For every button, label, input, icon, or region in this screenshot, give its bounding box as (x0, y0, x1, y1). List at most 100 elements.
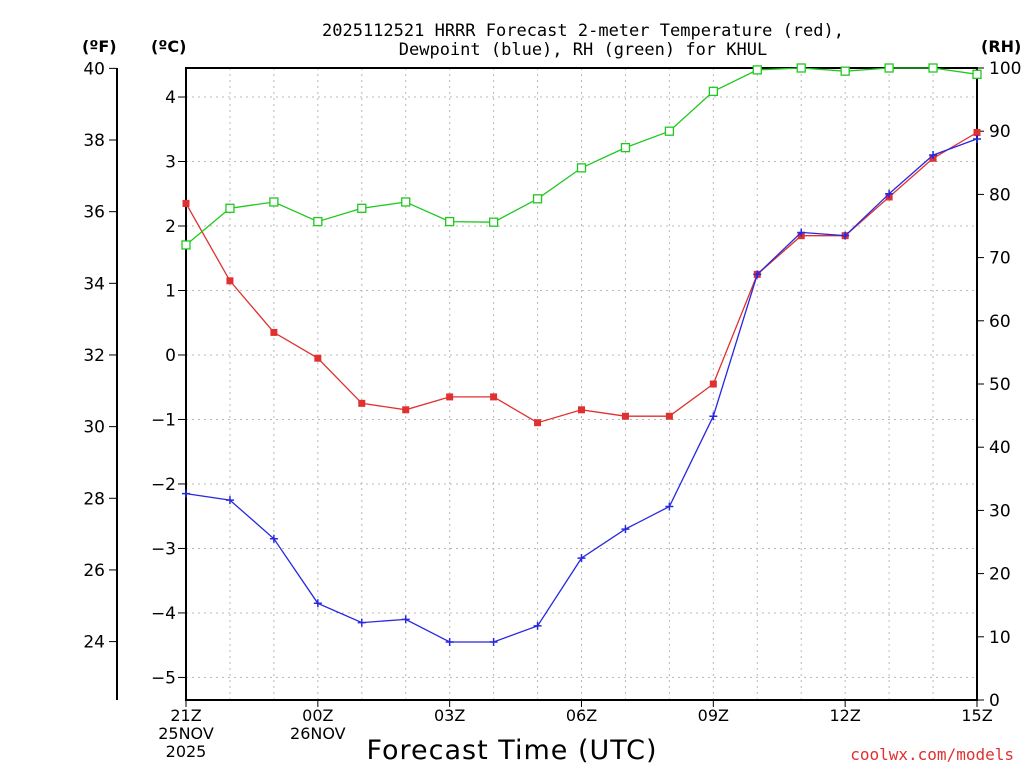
x-tick-label: 21Z (170, 706, 201, 725)
dewpoint-point (841, 231, 850, 240)
dewpoint-point (665, 502, 674, 511)
x-tick-label: 15Z (961, 706, 992, 725)
rh-point (401, 197, 411, 207)
rh-point (225, 203, 235, 213)
celsius-tick-label: 4 (165, 88, 176, 108)
dewpoint-point (401, 615, 410, 624)
celsius-tick-label: −4 (151, 604, 176, 624)
dewpoint-point (973, 134, 981, 143)
fahrenheit-tick-label: 32 (83, 346, 105, 366)
temperature-point (226, 277, 234, 285)
temperature-point (621, 412, 629, 420)
celsius-tick-label: −3 (151, 539, 176, 559)
temperature-point (665, 412, 673, 420)
fahrenheit-tick-label: 26 (83, 561, 105, 581)
rh-point (928, 63, 938, 73)
temperature-point (270, 328, 278, 336)
fahrenheit-tick-label: 40 (83, 59, 105, 79)
celsius-tick-label: 3 (165, 153, 176, 173)
rh-tick-label: 10 (989, 628, 1011, 648)
rh-tick-label: 40 (989, 438, 1011, 458)
rh-tick-label: 20 (989, 565, 1011, 585)
celsius-tick-label: 0 (165, 346, 176, 366)
x-tick-label: 03Z (434, 706, 465, 725)
temperature-point (709, 380, 717, 388)
x-axis-label: Forecast Time (UTC) (366, 735, 657, 766)
axes: −5−4−3−2−1012342426283032343638400102030… (83, 59, 1021, 761)
temperature-point (182, 199, 190, 207)
fahrenheit-tick-label: 30 (83, 418, 105, 438)
temperature-point (490, 393, 498, 401)
rh-point (972, 69, 982, 79)
dewpoint-point (621, 525, 630, 534)
fahrenheit-tick-label: 24 (83, 633, 105, 653)
rh-tick-label: 60 (989, 312, 1011, 332)
fahrenheit-tick-label: 34 (83, 274, 105, 294)
temperature-point (314, 354, 322, 362)
x-tick-label: 09Z (698, 706, 729, 725)
x-tick-label: 06Z (566, 706, 597, 725)
dewpoint-point (709, 412, 718, 421)
rh-tick-label: 100 (989, 59, 1021, 79)
dewpoint-point (929, 151, 938, 160)
fahrenheit-tick-label: 28 (83, 489, 105, 509)
rh-tick-label: 50 (989, 375, 1011, 395)
temperature-point (534, 419, 542, 427)
dewpoint-point (445, 637, 454, 646)
x-tick-label: 26NOV (290, 724, 346, 743)
series-layer (181, 63, 982, 646)
celsius-tick-label: 2 (165, 217, 176, 237)
x-tick-label: 00Z (302, 706, 333, 725)
celsius-tick-label: −5 (151, 668, 176, 688)
plot-frame (185, 67, 978, 701)
rh-point (796, 63, 806, 73)
rh-unit-label: (RH) (981, 37, 1021, 56)
dewpoint-point (885, 189, 894, 198)
temperature-point (446, 393, 454, 401)
temperature-point (402, 406, 410, 414)
temperature-point (973, 128, 981, 136)
dewpoint-point (225, 496, 234, 505)
celsius-unit-label: (ºC) (151, 37, 186, 56)
x-tick-label: 2025 (166, 742, 207, 761)
rh-point (664, 126, 675, 136)
dewpoint-point (269, 534, 278, 543)
dewpoint-point (797, 228, 806, 237)
rh-point (708, 86, 718, 97)
fahrenheit-tick-label: 36 (83, 203, 105, 223)
dewpoint-point (753, 270, 762, 279)
rh-tick-label: 70 (989, 249, 1011, 269)
rh-point (620, 142, 631, 153)
rh-point (445, 216, 455, 227)
x-tick-label: 12Z (830, 706, 861, 725)
dewpoint-point (533, 621, 542, 630)
rh-tick-label: 0 (989, 691, 1000, 711)
dewpoint-point (182, 489, 190, 498)
x-tick-label: 25NOV (158, 724, 214, 743)
celsius-tick-label: 1 (165, 281, 176, 301)
rh-point (884, 63, 894, 73)
dewpoint-point (489, 637, 498, 646)
celsius-tick-label: −2 (151, 475, 176, 495)
dewpoint-point (357, 618, 366, 627)
rh-tick-label: 80 (989, 185, 1011, 205)
dewpoint-point (313, 599, 322, 608)
fahrenheit-unit-label: (ºF) (82, 37, 117, 56)
grid-lines (186, 68, 977, 700)
rh-point (532, 194, 543, 204)
rh-point (752, 65, 762, 75)
rh-point (357, 203, 367, 213)
rh-point (313, 216, 323, 227)
rh-point (576, 163, 587, 173)
temperature-point (578, 406, 585, 414)
fahrenheit-tick-label: 38 (83, 131, 105, 151)
rh-point (840, 66, 850, 76)
credit-text: coolwx.com/models (850, 745, 1014, 764)
rh-point (181, 240, 191, 250)
temperature-point (358, 399, 366, 407)
rh-tick-label: 90 (989, 122, 1011, 142)
dewpoint-point (577, 554, 586, 563)
rh-point (269, 197, 279, 207)
chart-title-line1: 2025112521 HRRR Forecast 2-meter Tempera… (322, 21, 844, 41)
